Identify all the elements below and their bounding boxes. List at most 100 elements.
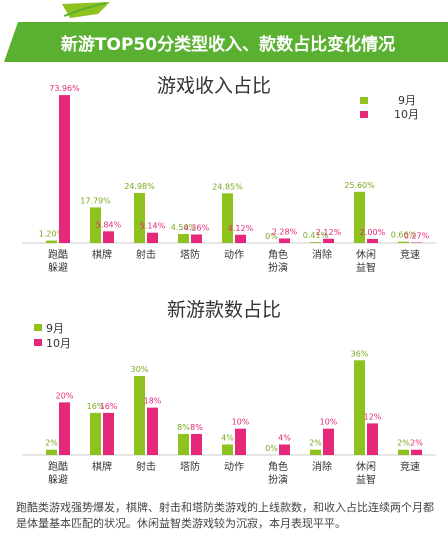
- category-label-1: 棋牌: [92, 248, 112, 261]
- bar-oct-5: [279, 444, 290, 455]
- value-label-sep-6: 0.41%: [303, 231, 329, 240]
- value-label-sep-5: 0%: [265, 444, 278, 453]
- category-label-6: 消除: [312, 460, 332, 473]
- value-label-oct-5: 4%: [278, 433, 291, 442]
- bar-oct-5: [279, 238, 290, 243]
- value-label-oct-7: 12%: [364, 412, 382, 421]
- value-label-sep-6: 2%: [309, 439, 322, 448]
- value-label-sep-7: 36%: [351, 349, 369, 358]
- category-label-8: 竞速: [400, 248, 420, 261]
- bar-oct-4: [235, 234, 246, 243]
- category-label-1: 棋牌: [92, 460, 112, 473]
- bar-oct-1: [103, 412, 114, 455]
- value-label-sep-8: 2%: [397, 439, 410, 448]
- value-label-sep-0: 1.20%: [39, 230, 65, 239]
- bar-sep-1: [90, 412, 101, 455]
- bar-oct-7: [367, 239, 378, 243]
- value-label-sep-4: 4%: [221, 433, 234, 442]
- category-label-0: 跑酷: [48, 460, 68, 473]
- value-label-oct-3: 8%: [190, 423, 203, 432]
- value-label-oct-0: 73.96%: [49, 84, 80, 93]
- bar-sep-6: [310, 242, 321, 243]
- bar-sep-8: [398, 449, 409, 455]
- bar-oct-2: [147, 232, 158, 243]
- category-label-5: 角色: [268, 460, 288, 473]
- value-label-sep-5: 0%: [265, 232, 278, 241]
- bar-oct-7: [367, 423, 378, 455]
- value-label-oct-5: 2.28%: [272, 227, 298, 236]
- value-label-oct-7: 2.00%: [360, 228, 386, 237]
- bar-oct-3: [191, 433, 202, 455]
- bar-sep-6: [310, 449, 321, 455]
- category-label-2: 射击: [136, 249, 156, 261]
- value-label-oct-2: 5.14%: [140, 222, 166, 231]
- legend-swatch-sep: [34, 324, 42, 331]
- bar-oct-3: [191, 234, 202, 243]
- category-label-5: 扮演: [268, 261, 288, 274]
- legend-swatch-oct: [34, 339, 42, 346]
- bar-sep-4: [222, 444, 233, 455]
- bar-oct-6: [323, 238, 334, 243]
- category-label-8: 竞速: [400, 460, 420, 473]
- value-label-sep-3: 4.50%: [171, 223, 197, 232]
- value-label-oct-8: 2%: [410, 439, 423, 448]
- legend-label-sep: 9月: [46, 322, 64, 335]
- value-label-oct-8: 0.27%: [404, 231, 430, 240]
- category-label-0: 跑酷: [48, 248, 68, 261]
- banner-leaf-decoration: [62, 2, 110, 18]
- chart-title: 游戏收入占比: [157, 75, 271, 97]
- category-label-2: 射击: [136, 461, 156, 473]
- category-label-7: 休闲: [356, 460, 376, 473]
- value-label-sep-2: 24.98%: [124, 182, 155, 191]
- bar-sep-4: [222, 193, 233, 243]
- legend-swatch-oct: [360, 111, 368, 118]
- value-label-sep-3: 8%: [177, 423, 190, 432]
- bar-sep-2: [134, 193, 145, 243]
- bar-sep-2: [134, 376, 145, 455]
- category-label-6: 消除: [312, 248, 332, 261]
- bar-oct-0: [59, 95, 70, 243]
- bar-sep-7: [354, 360, 365, 455]
- legend-label-oct: 10月: [394, 108, 419, 121]
- category-label-0: 躲避: [48, 473, 68, 486]
- bar-oct-8: [411, 242, 422, 243]
- bar-sep-8: [398, 241, 409, 243]
- value-label-oct-4: 4.12%: [228, 224, 254, 233]
- value-label-oct-3: 4.26%: [184, 223, 210, 232]
- legend-swatch-sep: [360, 97, 368, 104]
- value-label-sep-4: 24.85%: [212, 182, 243, 191]
- value-label-sep-7: 25.60%: [344, 181, 375, 190]
- bar-oct-6: [323, 428, 334, 455]
- value-label-oct-1: 5.84%: [96, 220, 122, 229]
- bar-oct-1: [103, 231, 114, 243]
- banner-title: 新游TOP50分类型收入、款数占比变化情况: [61, 34, 395, 55]
- legend-label-sep: 9月: [398, 94, 416, 107]
- footer-note: 跑酷类游戏强势爆发，棋牌、射击和塔防类游戏的上线款数，和收入占比连续两个月都是体…: [16, 501, 434, 530]
- banner-background: [4, 22, 448, 62]
- category-label-0: 躲避: [48, 261, 68, 274]
- bar-sep-0: [46, 240, 57, 243]
- value-label-sep-2: 30%: [131, 365, 149, 374]
- bar-sep-7: [354, 191, 365, 243]
- category-label-7: 益智: [356, 473, 376, 486]
- bar-sep-1: [90, 207, 101, 243]
- category-label-3: 塔防: [180, 248, 200, 261]
- category-label-5: 角色: [268, 248, 288, 261]
- banner-leaf-stroke: [63, 2, 107, 17]
- legend-label-oct: 10月: [46, 337, 71, 350]
- value-label-sep-1: 16%: [87, 402, 105, 411]
- category-label-3: 塔防: [180, 460, 200, 473]
- bar-sep-0: [46, 449, 57, 455]
- bar-oct-2: [147, 407, 158, 455]
- value-label-oct-6: 10%: [320, 418, 338, 427]
- category-label-4: 动作: [224, 461, 244, 473]
- bar-sep-3: [178, 234, 189, 243]
- category-label-7: 休闲: [356, 248, 376, 261]
- value-label-sep-0: 2%: [45, 439, 58, 448]
- value-label-oct-4: 10%: [232, 418, 250, 427]
- category-label-4: 动作: [224, 249, 244, 261]
- chart-title: 新游款数占比: [167, 300, 281, 321]
